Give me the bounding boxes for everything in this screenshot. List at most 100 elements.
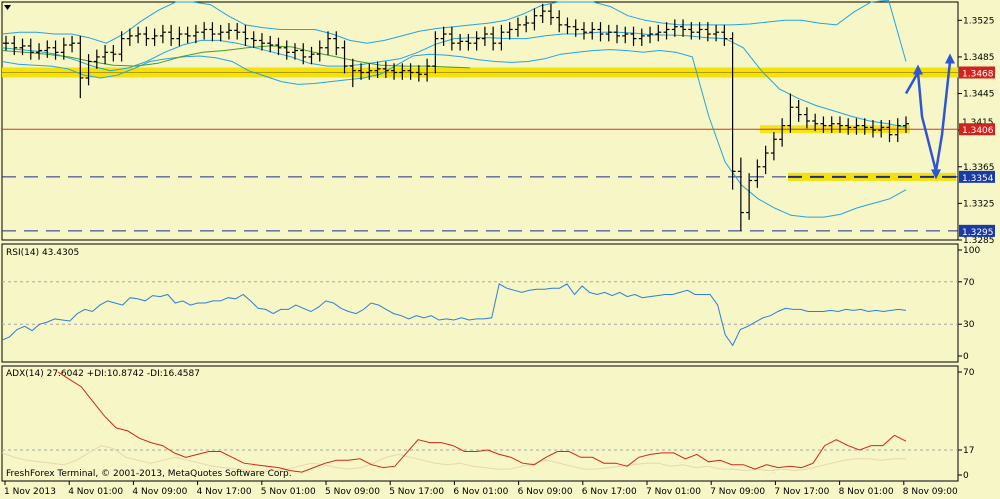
price-bar [27,38,34,60]
adx-panel: ADX(14) 27.6042 +DI:10.8742 -DI:16.4587 … [1,365,975,482]
price-bar [415,65,422,82]
x-axis: 1 Nov 2013 4 Nov 01:00 4 Nov 09:00 4 Nov 17… [4,481,958,497]
adx-title: ADX(14) 27.6042 +DI:10.8742 -DI:16.4587 [6,369,200,379]
price-bar [655,24,662,42]
rsi-panel: RSI(14) 43.4305 100 70 30 0 [1,243,980,363]
x-tick-label: 5 Nov 01:00 [261,487,316,497]
price-bar [506,22,513,40]
price-label: 1.3295 [962,228,994,238]
price-label-bg [959,170,995,183]
x-tick-label: 4 Nov 17:00 [197,487,252,497]
price-bar [754,159,761,188]
price-bar [225,23,232,40]
bollinger-lower [1,49,907,218]
price-bar [93,49,100,69]
price-bar [209,22,216,42]
price-bar [184,26,191,44]
price-bar [473,31,480,51]
price-bar [787,93,794,133]
price-bar [886,120,893,143]
price-bar [382,61,389,78]
price-bar [11,35,18,56]
price-bar [391,63,398,80]
price-bar [688,22,695,40]
price-bar [250,31,257,48]
x-tick-label: 6 Nov 17:00 [582,487,637,497]
adx-line [57,371,907,473]
price-bar [680,19,687,37]
rsi-line [1,283,907,347]
price-tick-label: 1.3325 [963,199,995,209]
price-bar [52,40,59,60]
price-bar [597,22,604,42]
price-bar [498,24,505,51]
price-bar [325,31,332,56]
price-bar [737,157,744,231]
price-bar [481,26,488,46]
price-bar [308,46,315,65]
price-bar [432,31,439,74]
support-band-lower [788,172,956,181]
price-bar [531,8,538,31]
rsi-tick-label: 0 [963,352,969,362]
price-bar [762,145,769,175]
price-bar [143,26,150,46]
price-bar [300,43,307,65]
price-bar [159,24,166,44]
price-bar [374,61,381,78]
bollinger-upper [1,0,907,62]
price-bar [779,118,786,147]
x-tick-label: 4 Nov 09:00 [132,487,187,497]
price-bar [110,45,117,62]
price-bar [19,38,26,56]
price-bar [283,40,290,60]
price-bar [341,40,348,74]
price-bar [399,63,406,80]
price-bar [192,24,199,44]
copyright-text: FreshForex Terminal, © 2001-2013, MetaQu… [6,469,292,479]
price-tick-label: 1.3525 [963,16,995,26]
price-tick-label: 1.3445 [963,90,995,100]
price-bar [69,35,76,53]
price-bar [457,34,464,51]
price-frame [1,1,959,241]
price-label-bg [959,224,995,237]
x-tick-label: 8 Nov 09:00 [903,487,958,497]
price-bar [803,107,810,129]
price-bar [861,118,868,135]
price-bar [630,26,637,46]
price-bar [713,24,720,42]
price-tick-label: 1.3285 [963,236,995,246]
price-bar [333,31,340,56]
price-bar [440,26,447,46]
price-bar [523,15,530,33]
price-bar [828,116,835,133]
forecast-arrow-down [931,169,941,180]
price-bar [242,24,249,46]
price-bar [589,22,596,40]
price-bar [869,120,876,138]
price-bar [3,35,9,51]
price-label: 1.3406 [962,126,994,136]
price-bar [696,22,703,40]
x-tick-label: 7 Nov 09:00 [710,487,765,497]
price-bar [853,118,860,135]
price-bar [647,26,654,44]
x-tick-label: 8 Nov 01:00 [839,487,894,497]
x-tick-label: 6 Nov 01:00 [453,487,508,497]
price-bar [812,113,819,132]
adx-tick-label: 70 [963,368,975,378]
price-bar [168,24,175,46]
price-panel: 1.35251.34851.34451.34051.33651.33251.32… [1,0,995,246]
price-bar [448,26,455,51]
price-label: 1.3415 [962,118,994,128]
price-bar [547,3,554,25]
price-bar [118,31,125,62]
price-bar [903,116,909,133]
price-bar [770,131,777,161]
price-bar [465,34,472,51]
price-bar [358,63,365,80]
price-bar [102,45,109,65]
price-bar [580,22,587,40]
